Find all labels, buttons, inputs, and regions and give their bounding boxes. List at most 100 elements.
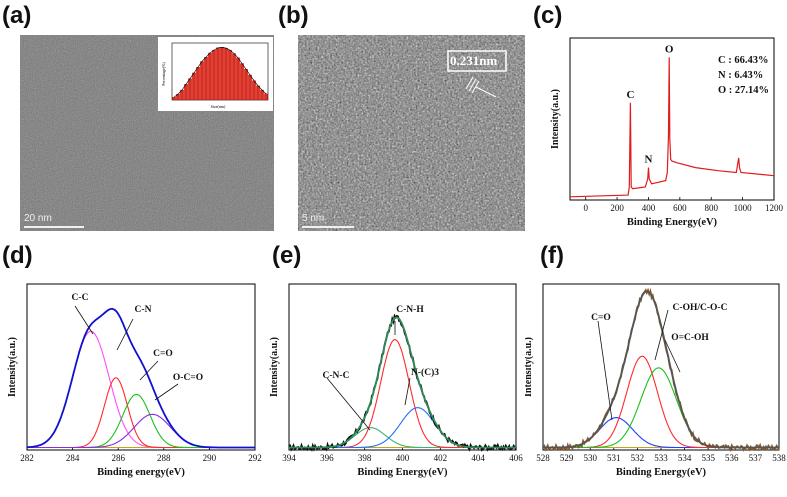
peak-annotation: C-N	[135, 305, 152, 315]
plot-frame	[26, 283, 256, 451]
x-tick-label: 530	[583, 453, 597, 463]
x-tick-label: 406	[509, 453, 523, 463]
peak-label-N: N	[644, 154, 652, 166]
x-tick-label: 200	[610, 203, 624, 213]
x-tick-label: 292	[248, 453, 262, 463]
inset-bar	[184, 84, 188, 101]
annotation-leader	[74, 305, 94, 335]
annotation-leader	[139, 360, 159, 381]
x-tick-label: 528	[536, 453, 550, 463]
x-tick-label: 284	[66, 453, 80, 463]
inset-bar	[172, 97, 176, 101]
series-n-c-3	[289, 407, 516, 449]
survey-line	[569, 57, 775, 198]
x-tick-label: 402	[434, 453, 448, 463]
x-tick-label: 394	[282, 453, 296, 463]
series-o-c-o	[27, 413, 255, 449]
inset-bar	[188, 78, 192, 101]
x-axis-label: Binding energy(eV)	[97, 467, 185, 478]
x-tick-label: 404	[471, 453, 485, 463]
x-tick-label: 529	[560, 453, 574, 463]
tem-image-a: Percentage(%) Size(nm) 20 nm	[20, 35, 274, 231]
peak-annotation: C-OH/C-O-C	[673, 303, 728, 313]
x-tick-label: 600	[673, 203, 687, 213]
panel-f-label: (f)	[540, 242, 564, 269]
peak-annotation: C-C	[72, 293, 89, 303]
composition-text: O : 27.14%	[718, 85, 769, 96]
peak-annotation: N-(C)3	[411, 367, 439, 378]
series-c-oh-c-o-c	[543, 355, 779, 449]
chart-xps-survey: 0 200 400 600 800 1000 1200 Binding Energy(eV) I…	[550, 37, 784, 228]
tem-texture-b	[298, 35, 525, 231]
scale-bar-a	[24, 226, 84, 228]
peak-annotation: C-N-H	[396, 305, 424, 315]
annotation-leader	[654, 309, 669, 361]
x-tick-label: 286	[111, 453, 125, 463]
series-envelope	[543, 290, 779, 449]
inset-bar	[244, 69, 248, 101]
series-envelope	[289, 316, 516, 449]
peak-annotation: O=C-OH	[671, 333, 709, 343]
peak-annotation: C=O	[591, 313, 611, 323]
inset-ylabel: Percentage(%)	[161, 62, 166, 86]
y-axis-label: Intensity(a.u.)	[525, 337, 534, 397]
series-c-n-c	[289, 427, 516, 449]
inset-bar	[212, 49, 216, 101]
composition-text: C : 66.43%	[718, 55, 768, 66]
inset-bar	[236, 57, 240, 101]
panel-e-label: (e)	[272, 242, 302, 269]
x-tick-label: 535	[701, 453, 715, 463]
scale-label-b: 5 nm	[302, 213, 325, 224]
panel-a-label: (a)	[2, 2, 32, 29]
peak-label-O: O	[665, 43, 674, 55]
inset-bar	[228, 49, 232, 101]
x-tick-label: 537	[749, 453, 763, 463]
inset-bar	[240, 63, 244, 101]
x-tick-label: 396	[320, 453, 334, 463]
x-tick-label: 288	[157, 453, 171, 463]
x-tick-label: 536	[725, 453, 739, 463]
peak-annotation: C=O	[153, 349, 173, 359]
inset-bar	[208, 52, 212, 101]
inset-bar	[220, 47, 224, 101]
inset-frame	[171, 42, 269, 101]
x-tick-label: 290	[203, 453, 217, 463]
x-tick-label: 282	[20, 453, 34, 463]
x-axis-label: Binding Energy(eV)	[627, 217, 718, 228]
inset-bar	[216, 47, 220, 101]
inset-bar	[232, 53, 236, 101]
size-distribution-inset: Percentage(%) Size(nm)	[158, 37, 273, 111]
series-c-c	[26, 330, 255, 449]
series-c-o	[543, 417, 779, 449]
chart-o1s: 528 529 530 531 532 533 534 535 536 537 538 Binding…	[525, 283, 786, 478]
x-axis-label: Binding Energy(eV)	[616, 467, 707, 478]
inset-bar	[192, 72, 196, 101]
x-tick-label: 1000	[734, 203, 753, 213]
y-axis-label: Intensity(a.u.)	[550, 89, 561, 149]
inset-fit-curve	[173, 46, 267, 98]
x-tick-label: 1200	[765, 203, 784, 213]
inset-bar	[224, 47, 228, 101]
series-c-n-h	[289, 339, 516, 449]
tem-image-b: 0.231nm 5 nm	[298, 35, 525, 231]
inset-bar	[196, 67, 200, 101]
peak-annotation: C-N-C	[323, 371, 350, 381]
x-tick-label: 400	[396, 453, 410, 463]
series-o-c-oh	[543, 367, 779, 449]
annotation-leader	[597, 320, 613, 421]
inset-xlabel: Size(nm)	[211, 104, 226, 109]
lattice-box	[447, 50, 507, 72]
x-axis-label: Binding Energy(eV)	[357, 467, 448, 478]
plot-frame	[542, 283, 780, 451]
annotation-leader	[154, 383, 179, 401]
plot-frame	[569, 37, 775, 201]
inset-bar	[248, 74, 252, 101]
x-tick-label: 531	[607, 453, 621, 463]
panel-b-label: (b)	[278, 2, 309, 29]
panel-d-label: (d)	[2, 242, 33, 269]
x-tick-label: 534	[678, 453, 692, 463]
x-tick-label: 0	[583, 203, 588, 213]
composition-text: N : 6.43%	[718, 70, 763, 81]
peak-label-C: C	[626, 89, 634, 101]
annotation-leader	[326, 377, 371, 431]
